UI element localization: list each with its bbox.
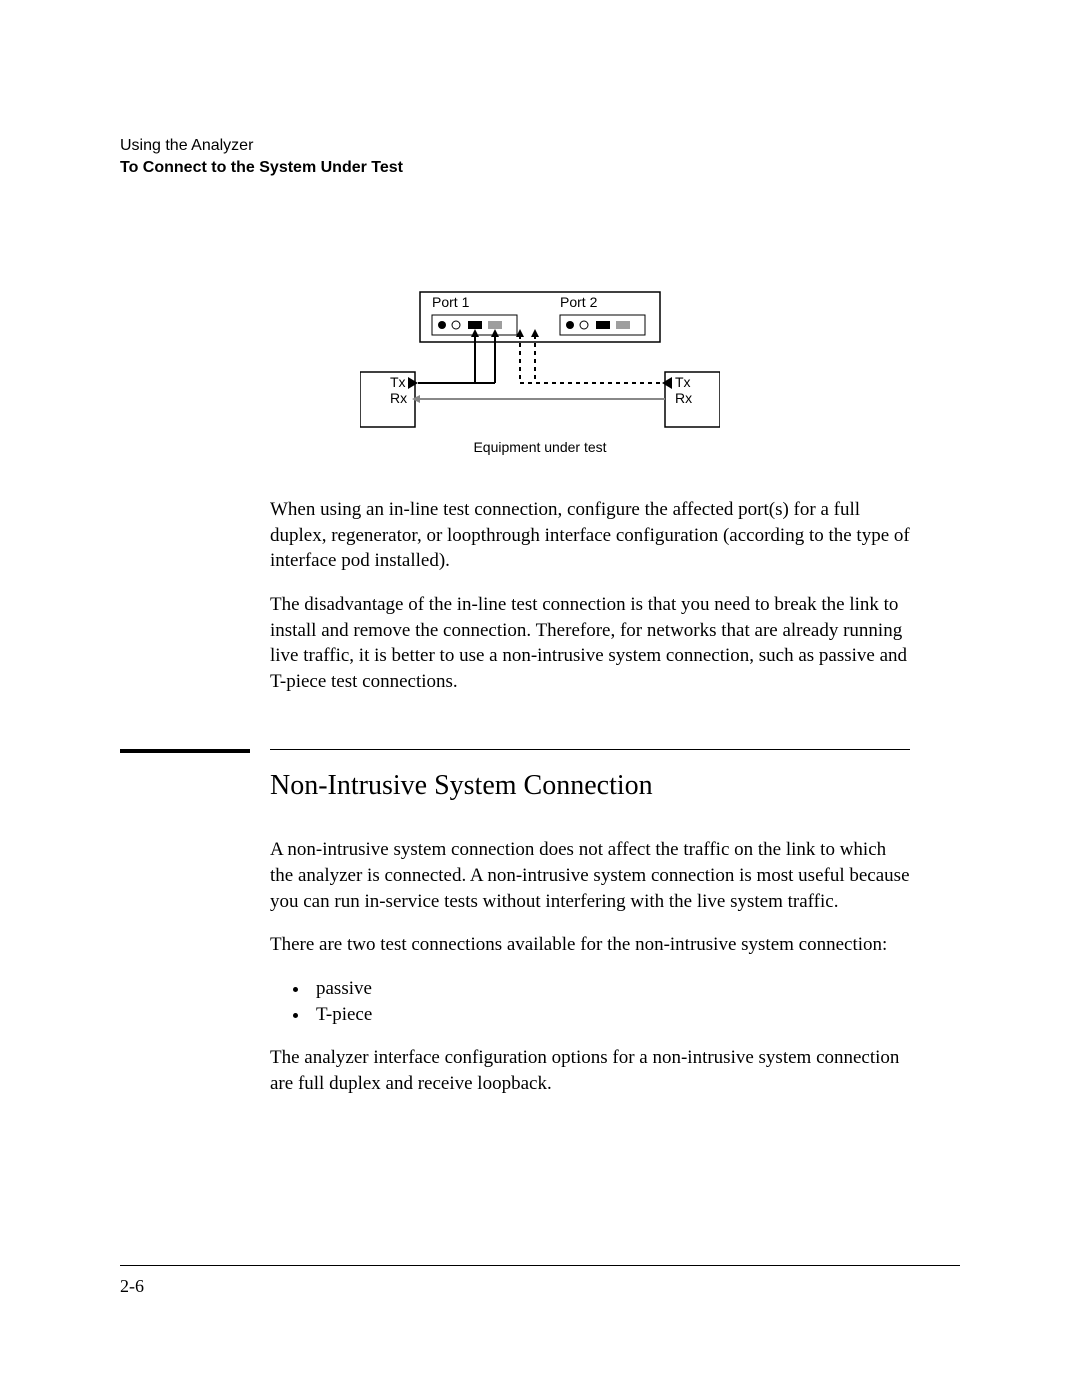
connection-types-list: passive T-piece [290, 976, 910, 1027]
connection-diagram: Port 1 Port 2 Tx Rx Tx Rx [120, 287, 960, 467]
paragraph-inline-disadvantage: The disadvantage of the in-line test con… [270, 592, 910, 695]
port1-label: Port 1 [432, 294, 470, 310]
page: Using the Analyzer To Connect to the Sys… [0, 0, 1080, 1397]
header-chapter: Using the Analyzer [120, 137, 960, 155]
section-para-3: The analyzer interface configuration opt… [270, 1045, 910, 1096]
section-title: Non-Intrusive System Connection [270, 770, 960, 802]
section-para-2: There are two test connections available… [270, 932, 910, 958]
left-rx-label: Rx [390, 390, 407, 406]
right-rx-label: Rx [675, 390, 692, 406]
page-number: 2-6 [120, 1276, 960, 1297]
section-rule [120, 749, 960, 750]
left-tx-label: Tx [390, 374, 406, 390]
diagram-caption: Equipment under test [473, 439, 606, 455]
port2-label: Port 2 [560, 294, 598, 310]
page-footer: 2-6 [120, 1265, 960, 1297]
paragraph-inline-config: When using an in-line test connection, c… [270, 497, 910, 574]
section-para-1: A non-intrusive system connection does n… [270, 837, 910, 914]
list-item: passive [310, 976, 910, 1002]
right-tx-label: Tx [675, 374, 691, 390]
list-item: T-piece [310, 1002, 910, 1028]
header-section: To Connect to the System Under Test [120, 159, 960, 177]
